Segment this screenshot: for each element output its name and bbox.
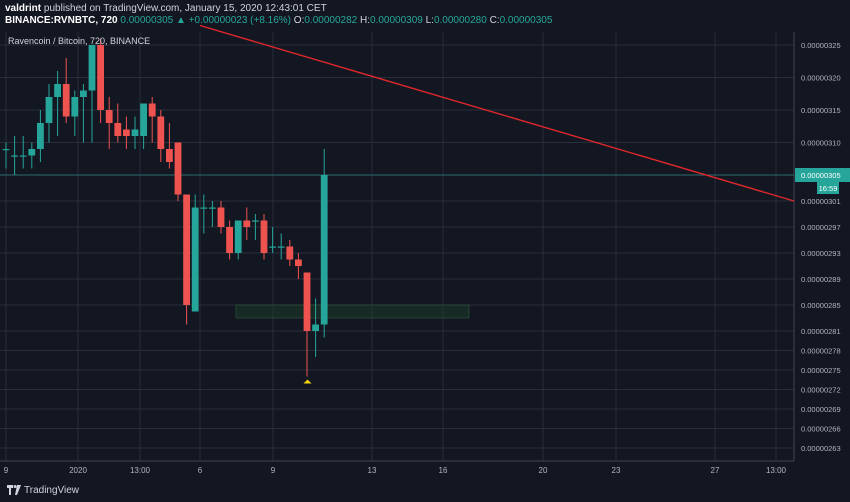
x-tick-label: 13 — [368, 466, 377, 475]
candle-body — [148, 103, 156, 117]
candle-body — [209, 207, 216, 209]
candle-body — [62, 84, 70, 117]
y-tick-label: 0.00000289 — [801, 275, 841, 284]
candle-body — [295, 259, 302, 266]
candle-body — [19, 155, 27, 157]
candle-body — [234, 220, 242, 253]
candle-body — [105, 110, 113, 123]
candle-body — [312, 324, 319, 331]
y-tick-label: 0.00000266 — [801, 425, 841, 434]
candle-body — [226, 227, 233, 253]
low-value: 0.00000280 — [433, 15, 487, 26]
tradingview-logo-icon[interactable] — [6, 483, 22, 497]
candle-body — [277, 246, 285, 248]
candle-body — [183, 194, 190, 305]
y-tick-label: 0.00000325 — [801, 41, 841, 50]
low-marker-icon — [303, 379, 312, 384]
candle-body — [166, 149, 173, 162]
open-value: 0.00000282 — [304, 15, 358, 26]
candle-body — [114, 123, 122, 136]
footer-bar — [0, 478, 850, 502]
x-tick-label: 20 — [539, 466, 548, 475]
trendline — [199, 24, 795, 202]
y-tick-label: 0.00000310 — [801, 139, 841, 148]
candle-body — [131, 129, 139, 136]
candle-body — [140, 103, 147, 136]
chart-legend: Ravencoin / Bitcoin, 720, BINANCE — [8, 36, 151, 46]
y-tick-label: 0.00000315 — [801, 106, 841, 115]
x-tick-label: 27 — [711, 466, 720, 475]
symbol-info: BINANCE:RVNBTC, 720 0.00000305 ▲ +0.0000… — [5, 15, 552, 26]
price-label: 0.00000305 — [801, 171, 841, 180]
countdown-label: 16:59 — [819, 184, 838, 193]
x-tick-label: 16 — [439, 466, 448, 475]
open-label: O: — [293, 15, 305, 26]
y-tick-label: 0.00000320 — [801, 74, 841, 83]
price-change: ▲ +0.00000023 (+8.16%) — [176, 15, 292, 26]
last-price: 0.00000305 — [120, 15, 174, 26]
publish-info: valdrint published on TradingView.com, J… — [5, 3, 327, 14]
candle-body — [97, 45, 104, 110]
author-name[interactable]: valdrint — [5, 3, 42, 14]
x-tick-label: 2020 — [69, 466, 87, 475]
candle-body — [200, 207, 208, 209]
y-tick-label: 0.00000297 — [801, 223, 841, 232]
tradingview-brand[interactable]: TradingView — [24, 485, 80, 496]
chart-header: valdrint published on TradingView.com, J… — [0, 0, 850, 32]
candle-body — [252, 220, 259, 222]
candle-body — [28, 149, 36, 156]
candle-body — [174, 142, 182, 195]
x-tick-label: 13:00 — [130, 466, 151, 475]
low-label: L: — [425, 15, 434, 26]
candle-body — [243, 220, 251, 227]
y-tick-label: 0.00000278 — [801, 347, 841, 356]
y-tick-label: 0.00000301 — [801, 197, 841, 206]
candle-body — [45, 97, 53, 123]
y-tick-label: 0.00000293 — [801, 249, 841, 258]
y-tick-label: 0.00000272 — [801, 386, 841, 395]
x-tick-label: 23 — [612, 466, 621, 475]
candle-body — [37, 123, 44, 149]
countdown-bg — [817, 182, 839, 194]
y-tick-label: 0.00000269 — [801, 405, 841, 414]
candle-body — [71, 97, 79, 117]
y-tick-label: 0.00000275 — [801, 366, 841, 375]
support-zone — [235, 304, 470, 319]
high-label: H: — [359, 15, 370, 26]
publish-date: published on TradingView.com, January 15… — [43, 3, 327, 14]
close-label: C: — [489, 15, 500, 26]
candle-body — [11, 155, 18, 157]
candle-body — [217, 207, 225, 227]
high-value: 0.00000309 — [369, 15, 423, 26]
x-tick-label: 13:00 — [766, 466, 787, 475]
y-tick-label: 0.00000281 — [801, 327, 841, 336]
candle-body — [191, 207, 199, 312]
x-tick-label: 9 — [271, 466, 276, 475]
candle-body — [88, 45, 96, 91]
y-tick-label: 0.00000285 — [801, 301, 841, 310]
x-tick-label: 9 — [4, 466, 9, 475]
candle-body — [80, 90, 87, 97]
candle-body — [286, 246, 294, 260]
candle-body — [123, 129, 130, 136]
candle-body — [303, 272, 311, 331]
candle-body — [2, 149, 10, 151]
candle-body — [157, 116, 165, 149]
candlestick-chart[interactable]: 0.00000325 0.00000320 0.00000315 0.00000310… — [0, 0, 850, 478]
price-label-bg — [795, 168, 850, 182]
close-value: 0.00000305 — [499, 15, 553, 26]
y-tick-label: 0.00000263 — [801, 444, 841, 453]
candle-body — [260, 220, 268, 253]
symbol-label: BINANCE:RVNBTC, 720 — [5, 15, 118, 26]
candle-body — [320, 175, 328, 325]
x-tick-label: 6 — [198, 466, 203, 475]
candle-body — [269, 246, 276, 248]
candle-body — [54, 84, 61, 97]
